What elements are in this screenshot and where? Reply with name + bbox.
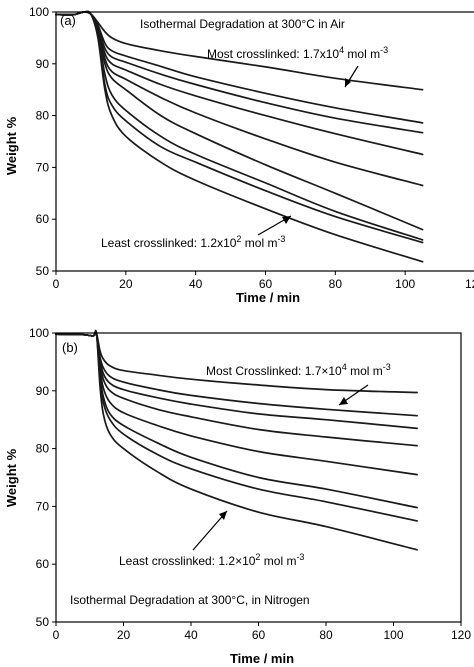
series-line-b-5 — [55, 330, 418, 476]
arrowhead-least-b — [219, 511, 227, 520]
annotation-most-a-unit: mol m — [344, 47, 380, 61]
annotation-least-b: Least crosslinked: 1.2×102 mol m-3 — [119, 552, 304, 568]
annotation-most-a-exp2: -3 — [380, 45, 388, 55]
x-tick-label-a: 60 — [259, 277, 273, 291]
x-tick-label-b: 0 — [53, 628, 60, 642]
y-tick-label-b: 60 — [36, 557, 50, 571]
tick-marks-a — [52, 11, 406, 275]
y-tick-label-a: 60 — [36, 212, 50, 226]
plot-frame-a — [55, 11, 474, 272]
tick-labels-a: 0 20 40 60 80 100 120 50 60 70 80 90 100 — [29, 5, 474, 291]
annotation-most-a: Most crosslinked: 1.7x104 mol m-3 — [207, 45, 388, 61]
arrow-least-b — [192, 510, 228, 551]
annotation-most-b-unit: mol m — [347, 364, 383, 378]
annotation-least-a-exp: 2 — [236, 234, 241, 244]
annotation-most-a-text: Most crosslinked: 1.7x10 — [207, 47, 339, 61]
curves-b — [55, 329, 418, 551]
annotation-least-b-exp: 2 — [255, 552, 260, 562]
y-tick-label-a: 50 — [36, 264, 50, 278]
series-line-b-8 — [55, 329, 418, 551]
arrowhead-most-b — [339, 397, 348, 405]
annotation-least-a-exp2: -3 — [277, 234, 285, 244]
plot-frame-b — [55, 332, 462, 623]
y-axis-title-a: Weight % — [4, 116, 19, 175]
x-tick-label-a: 40 — [189, 277, 203, 291]
x-tick-label-b: 20 — [117, 628, 131, 642]
y-axis-title-b: Weight % — [4, 448, 19, 507]
annotation-least-a: Least crosslinked: 1.2x102 mol m-3 — [101, 234, 285, 250]
panel-label-b: (b) — [62, 340, 78, 355]
x-tick-label-b: 120 — [451, 628, 471, 642]
arrowhead-most-a — [345, 78, 351, 87]
series-line-a-6 — [55, 10, 424, 231]
annotation-most-b-exp: 4 — [342, 362, 347, 372]
x-tick-label-b: 40 — [184, 628, 198, 642]
tick-marks-b — [52, 332, 462, 626]
annotation-least-a-text: Least crosslinked: 1.2x10 — [101, 236, 237, 250]
y-tick-label-b: 50 — [36, 615, 50, 629]
y-tick-label-a: 100 — [29, 5, 49, 19]
x-tick-label-b: 100 — [383, 628, 403, 642]
y-tick-label-b: 90 — [36, 384, 50, 398]
annotation-most-b-text: Most Crosslinked: 1.7×10 — [206, 364, 342, 378]
annotation-least-b-unit: mol m — [260, 554, 296, 568]
y-tick-label-a: 90 — [36, 57, 50, 71]
y-tick-label-a: 80 — [36, 109, 50, 123]
annotation-most-a-exp: 4 — [339, 45, 344, 55]
x-tick-label-a: 120 — [465, 277, 474, 291]
x-axis-title-a: Time / min — [236, 290, 300, 305]
y-tick-label-a: 70 — [36, 160, 50, 174]
series-line-a-7 — [55, 10, 424, 241]
annotation-least-a-unit: mol m — [241, 236, 277, 250]
x-tick-label-a: 20 — [119, 277, 133, 291]
y-tick-label-b: 80 — [36, 442, 50, 456]
panel-a-chart: Weight % Time / min 0 20 40 60 80 100 120 50 60 7… — [4, 5, 474, 305]
x-tick-label-b: 60 — [252, 628, 266, 642]
x-tick-label-a: 80 — [329, 277, 343, 291]
y-tick-label-b: 100 — [29, 326, 49, 340]
arrowhead-least-a — [282, 216, 291, 224]
panel-label-a: (a) — [60, 13, 76, 28]
x-axis-title-b: Time / min — [230, 651, 294, 666]
annotation-least-b-text: Least crosslinked: 1.2×10 — [119, 554, 256, 568]
x-tick-label-a: 0 — [53, 277, 60, 291]
x-tick-label-a: 100 — [395, 277, 415, 291]
x-tick-label-b: 80 — [319, 628, 333, 642]
panel-title-b: Isothermal Degradation at 300°C, in Nitr… — [70, 593, 310, 607]
annotation-most-b-exp2: -3 — [383, 362, 391, 372]
annotation-least-b-exp2: -3 — [296, 552, 304, 562]
panel-b-chart: Weight % Time / min 0 20 40 60 80 100 120 50 60 7… — [4, 326, 471, 666]
annotation-most-b: Most Crosslinked: 1.7×104 mol m-3 — [206, 362, 391, 378]
panel-title-a: Isothermal Degradation at 300°C in Air — [140, 17, 345, 31]
tick-labels-b: 0 20 40 60 80 100 120 50 60 70 80 90 100 — [29, 326, 471, 642]
y-tick-label-b: 70 — [36, 499, 50, 513]
